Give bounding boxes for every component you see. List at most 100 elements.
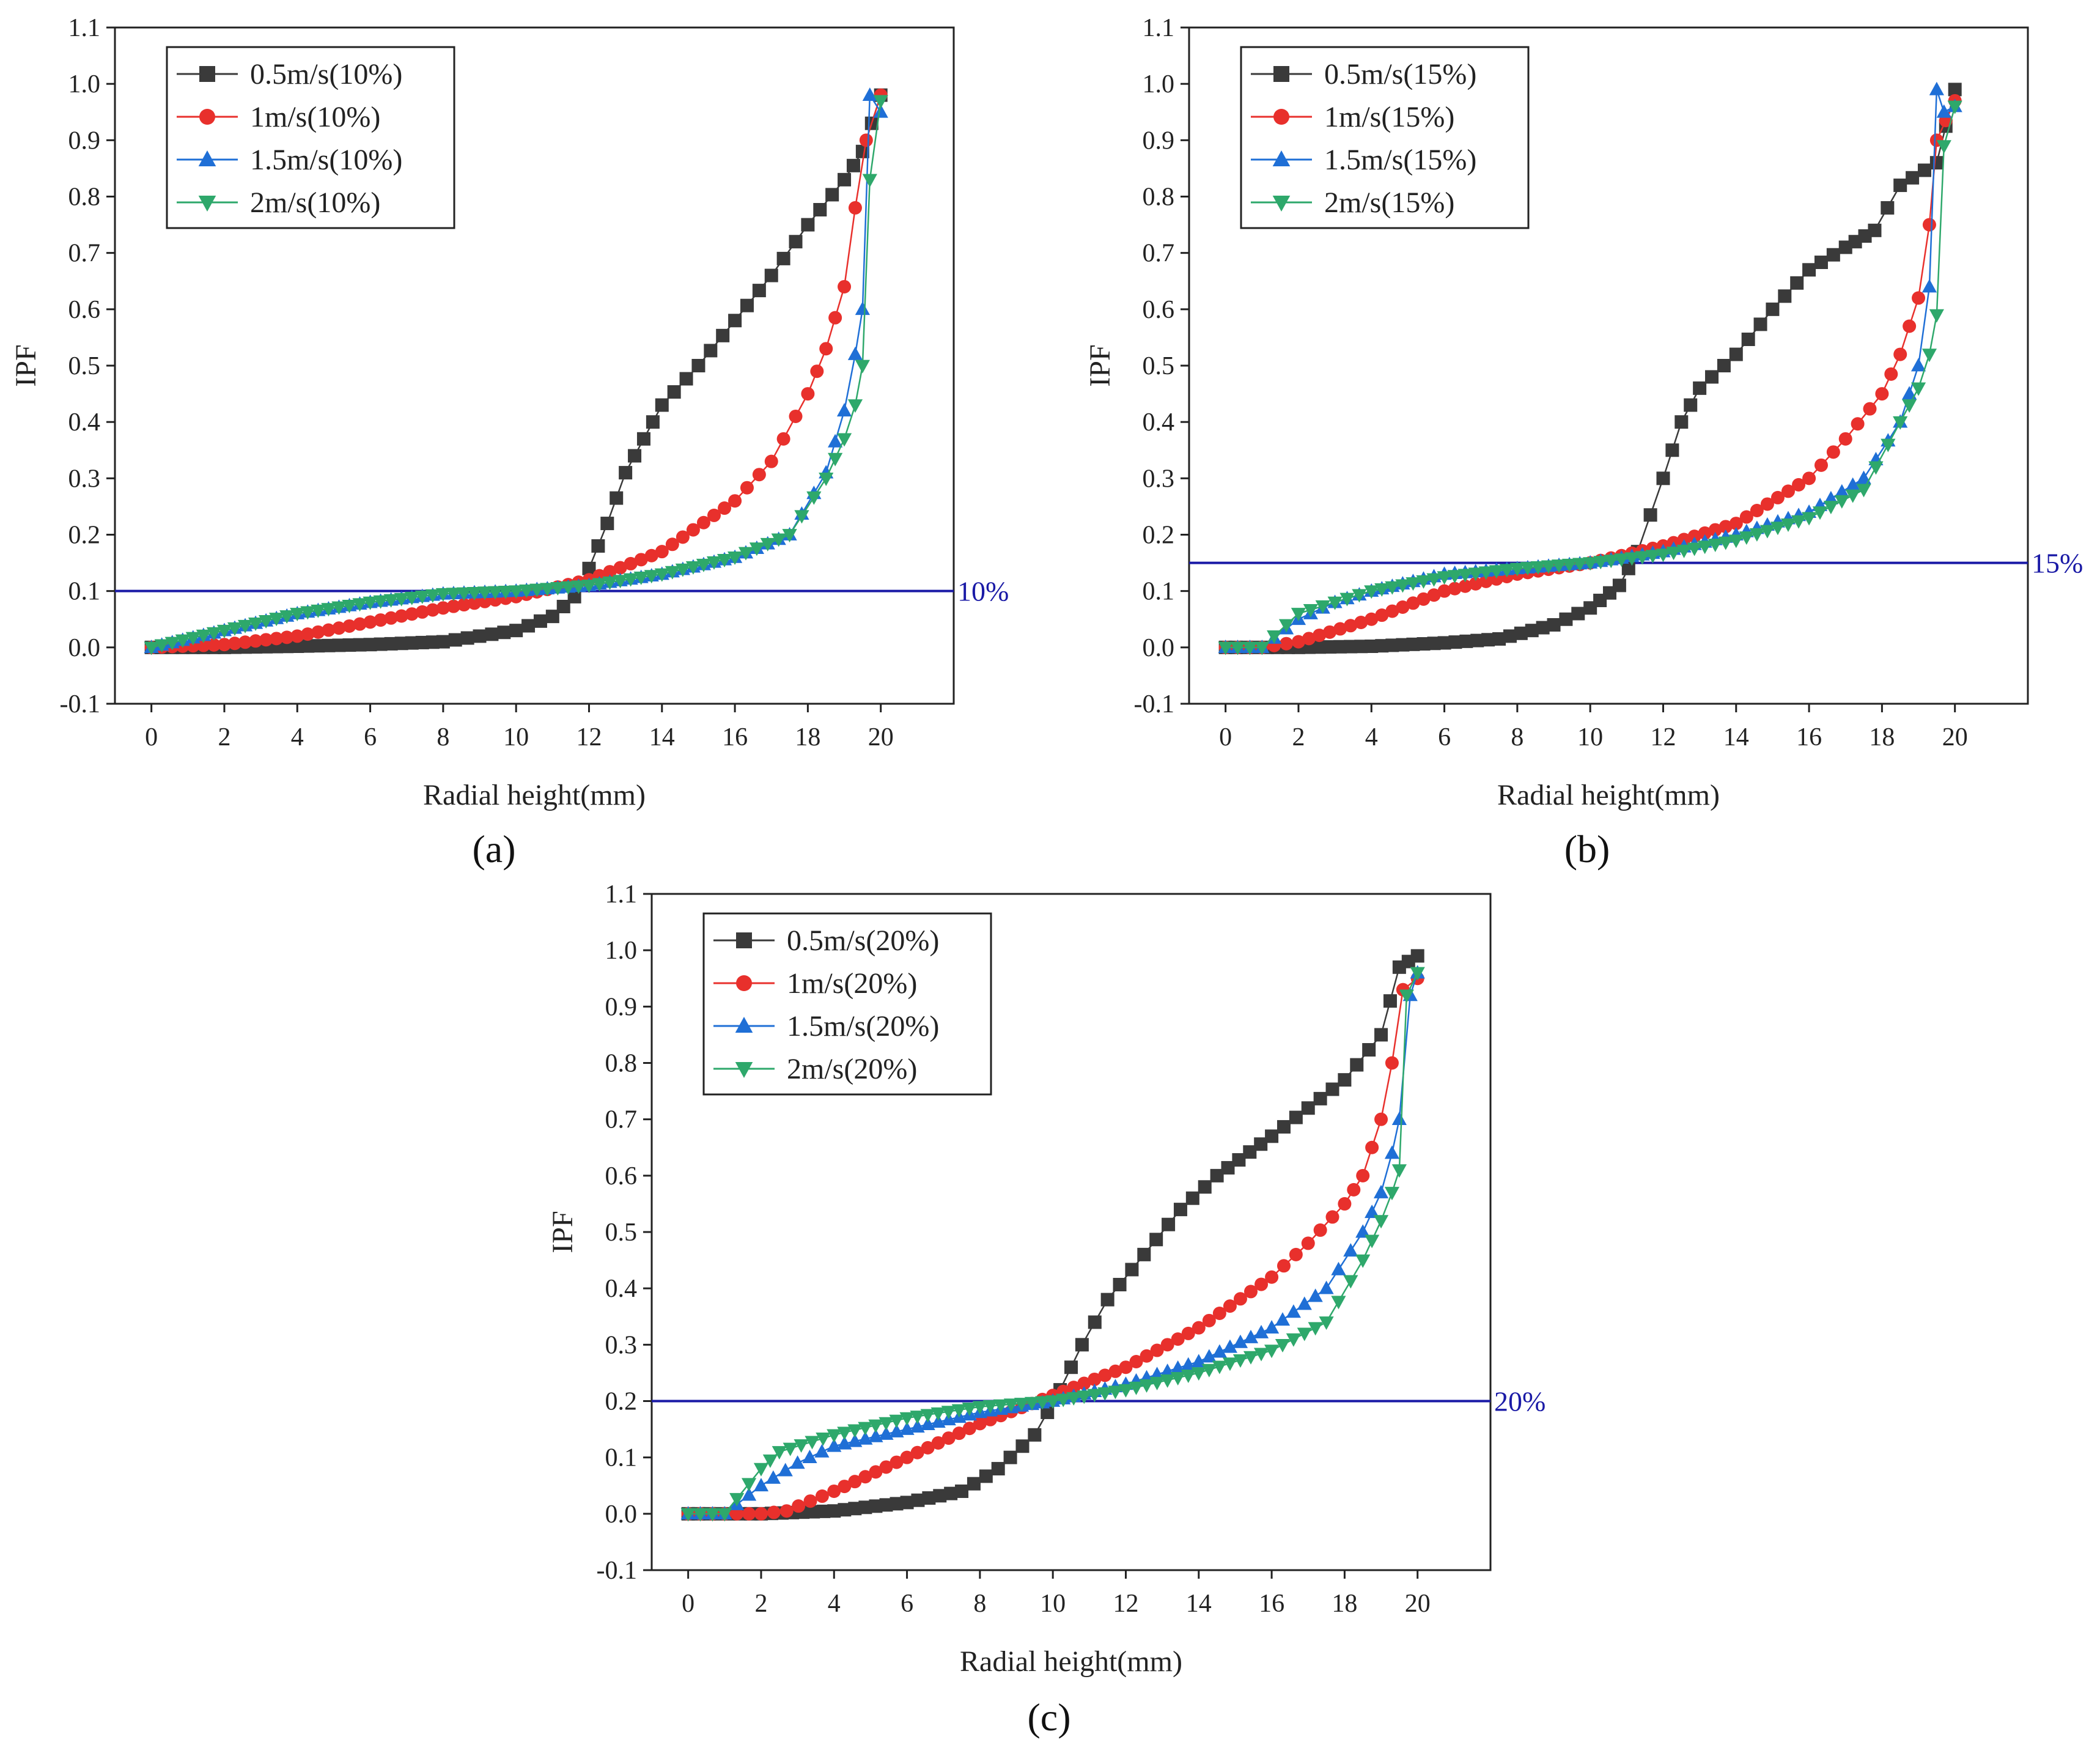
legend-marker — [1273, 109, 1289, 125]
data-point — [1365, 1140, 1379, 1154]
data-point — [772, 1446, 787, 1460]
data-point — [858, 1422, 873, 1436]
data-point — [144, 641, 159, 655]
data-point — [290, 629, 304, 643]
data-point — [890, 1497, 904, 1511]
legend-marker — [735, 1017, 753, 1033]
data-point — [623, 573, 638, 587]
data-point — [1856, 470, 1871, 484]
data-point — [1749, 528, 1764, 542]
panel-label: (b) — [1564, 827, 1610, 871]
data-point — [1666, 547, 1681, 561]
data-point — [1910, 382, 1926, 396]
data-point — [1243, 1351, 1259, 1365]
data-point — [1014, 1398, 1030, 1412]
data-point — [814, 1444, 830, 1458]
x-tick-label: 0 — [682, 1590, 694, 1618]
data-point — [384, 611, 398, 625]
data-point — [1406, 637, 1420, 651]
data-point — [762, 1454, 778, 1468]
data-point — [363, 615, 377, 629]
data-point — [1457, 569, 1473, 583]
data-point — [1222, 1339, 1238, 1353]
data-point — [1313, 1223, 1327, 1237]
data-point — [1218, 641, 1233, 655]
data-point — [497, 625, 511, 640]
data-point — [873, 95, 888, 109]
data-point — [859, 133, 873, 147]
data-point — [1356, 1168, 1370, 1182]
legend-label: 1m/s(20%) — [787, 967, 917, 1000]
data-point — [727, 552, 743, 566]
series-s2 — [1218, 100, 1962, 655]
data-point — [1893, 347, 1907, 361]
data-point — [301, 627, 315, 641]
data-point — [567, 589, 581, 603]
data-point — [705, 1508, 720, 1522]
data-point — [1373, 1215, 1389, 1229]
data-point — [322, 638, 336, 652]
data-point — [1024, 1396, 1040, 1411]
data-point — [1028, 1428, 1042, 1442]
data-point — [1489, 565, 1504, 579]
data-point — [1254, 641, 1270, 655]
y-tick-label: -0.1 — [597, 1557, 638, 1585]
data-point — [1514, 626, 1528, 640]
y-tick-label: 0.8 — [1143, 183, 1175, 212]
data-point — [1064, 1360, 1078, 1374]
data-point — [228, 636, 241, 651]
data-point — [1160, 1338, 1174, 1352]
data-point — [1458, 579, 1472, 593]
data-point — [1066, 1392, 1081, 1406]
data-point — [962, 1403, 977, 1416]
data-point — [1921, 279, 1937, 293]
reference-line-label: 10% — [957, 576, 1009, 607]
reference-line-label: 15% — [2032, 548, 2083, 579]
data-point — [982, 1400, 998, 1414]
legend-marker — [198, 195, 216, 212]
data-point — [1243, 1329, 1259, 1343]
data-point — [426, 635, 440, 649]
data-point — [1708, 523, 1722, 537]
data-point — [900, 1450, 914, 1464]
y-tick-label: 0.1 — [68, 578, 101, 606]
data-point — [1728, 534, 1744, 548]
data-point — [801, 218, 815, 232]
data-point — [1547, 618, 1561, 632]
data-point — [827, 1429, 842, 1443]
data-point — [237, 619, 253, 633]
data-point — [1384, 1145, 1400, 1159]
data-point — [1718, 536, 1733, 550]
legend-label: 1m/s(10%) — [250, 101, 380, 133]
data-point — [1929, 81, 1944, 95]
data-point — [691, 359, 706, 372]
data-point — [1035, 1396, 1050, 1410]
data-point — [1056, 1393, 1071, 1407]
data-point — [1097, 1387, 1113, 1401]
data-point — [448, 633, 462, 647]
data-point — [1687, 529, 1701, 544]
data-point — [792, 1499, 806, 1513]
data-point — [1912, 291, 1926, 305]
data-point — [1448, 635, 1462, 649]
data-point — [1384, 1187, 1400, 1201]
panel-label: (a) — [472, 827, 515, 871]
data-point — [789, 235, 803, 249]
data-point — [405, 607, 419, 621]
data-point — [1729, 517, 1743, 531]
data-point — [1385, 581, 1400, 595]
series-line — [151, 100, 882, 649]
data-point — [847, 399, 863, 413]
data-point — [435, 588, 451, 602]
data-point — [1181, 1370, 1196, 1384]
data-point — [1906, 171, 1920, 185]
data-point — [521, 619, 536, 633]
data-point — [802, 1450, 817, 1464]
y-tick-label: 0.6 — [68, 296, 101, 324]
series-line — [1225, 106, 1956, 649]
data-point — [1244, 1285, 1258, 1299]
data-point — [817, 1504, 831, 1518]
data-point — [290, 608, 305, 622]
data-point — [1254, 1277, 1269, 1291]
y-tick-label: 0.0 — [605, 1500, 638, 1529]
